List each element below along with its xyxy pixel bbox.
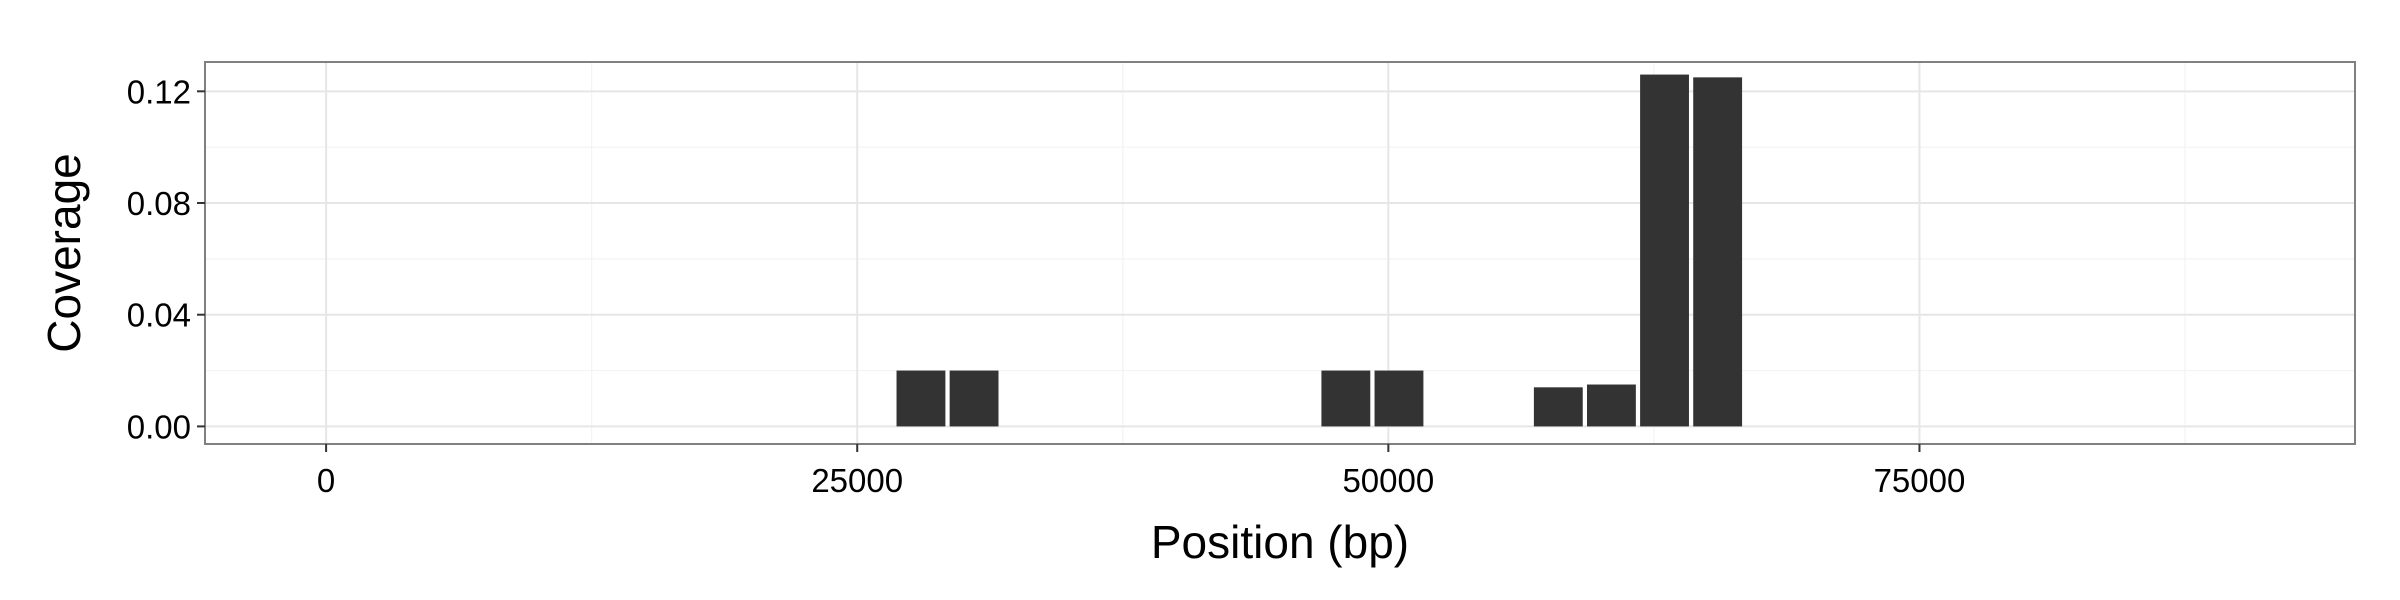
bar: [949, 370, 999, 427]
y-axis-title: Coverage: [38, 153, 90, 352]
bar: [1533, 387, 1583, 427]
x-tick-label: 75000: [1874, 462, 1966, 499]
y-tick-label: 0.12: [127, 73, 191, 110]
bar: [1586, 384, 1636, 427]
major-gridlines: [205, 62, 2355, 444]
y-tick-label: 0.00: [127, 408, 191, 445]
x-tick-label: 25000: [811, 462, 903, 499]
panel-border: [204, 61, 2356, 445]
y-tick-label: 0.04: [127, 297, 191, 334]
x-tick-label: 0: [317, 462, 335, 499]
x-axis-title: Position (bp): [1151, 516, 1409, 568]
bars: [896, 74, 1743, 427]
bar: [1374, 370, 1424, 427]
y-tick-label: 0.08: [127, 185, 191, 222]
x-tick-label: 50000: [1342, 462, 1434, 499]
x-axis-ticks: 0 25000 50000 75000: [317, 444, 1965, 499]
bar: [1693, 77, 1743, 427]
bar: [1640, 74, 1689, 427]
panel-background: [205, 62, 2355, 444]
bar: [1321, 370, 1371, 427]
y-axis-ticks: 0.00 0.04 0.08 0.12: [127, 73, 205, 445]
bar: [896, 370, 946, 427]
